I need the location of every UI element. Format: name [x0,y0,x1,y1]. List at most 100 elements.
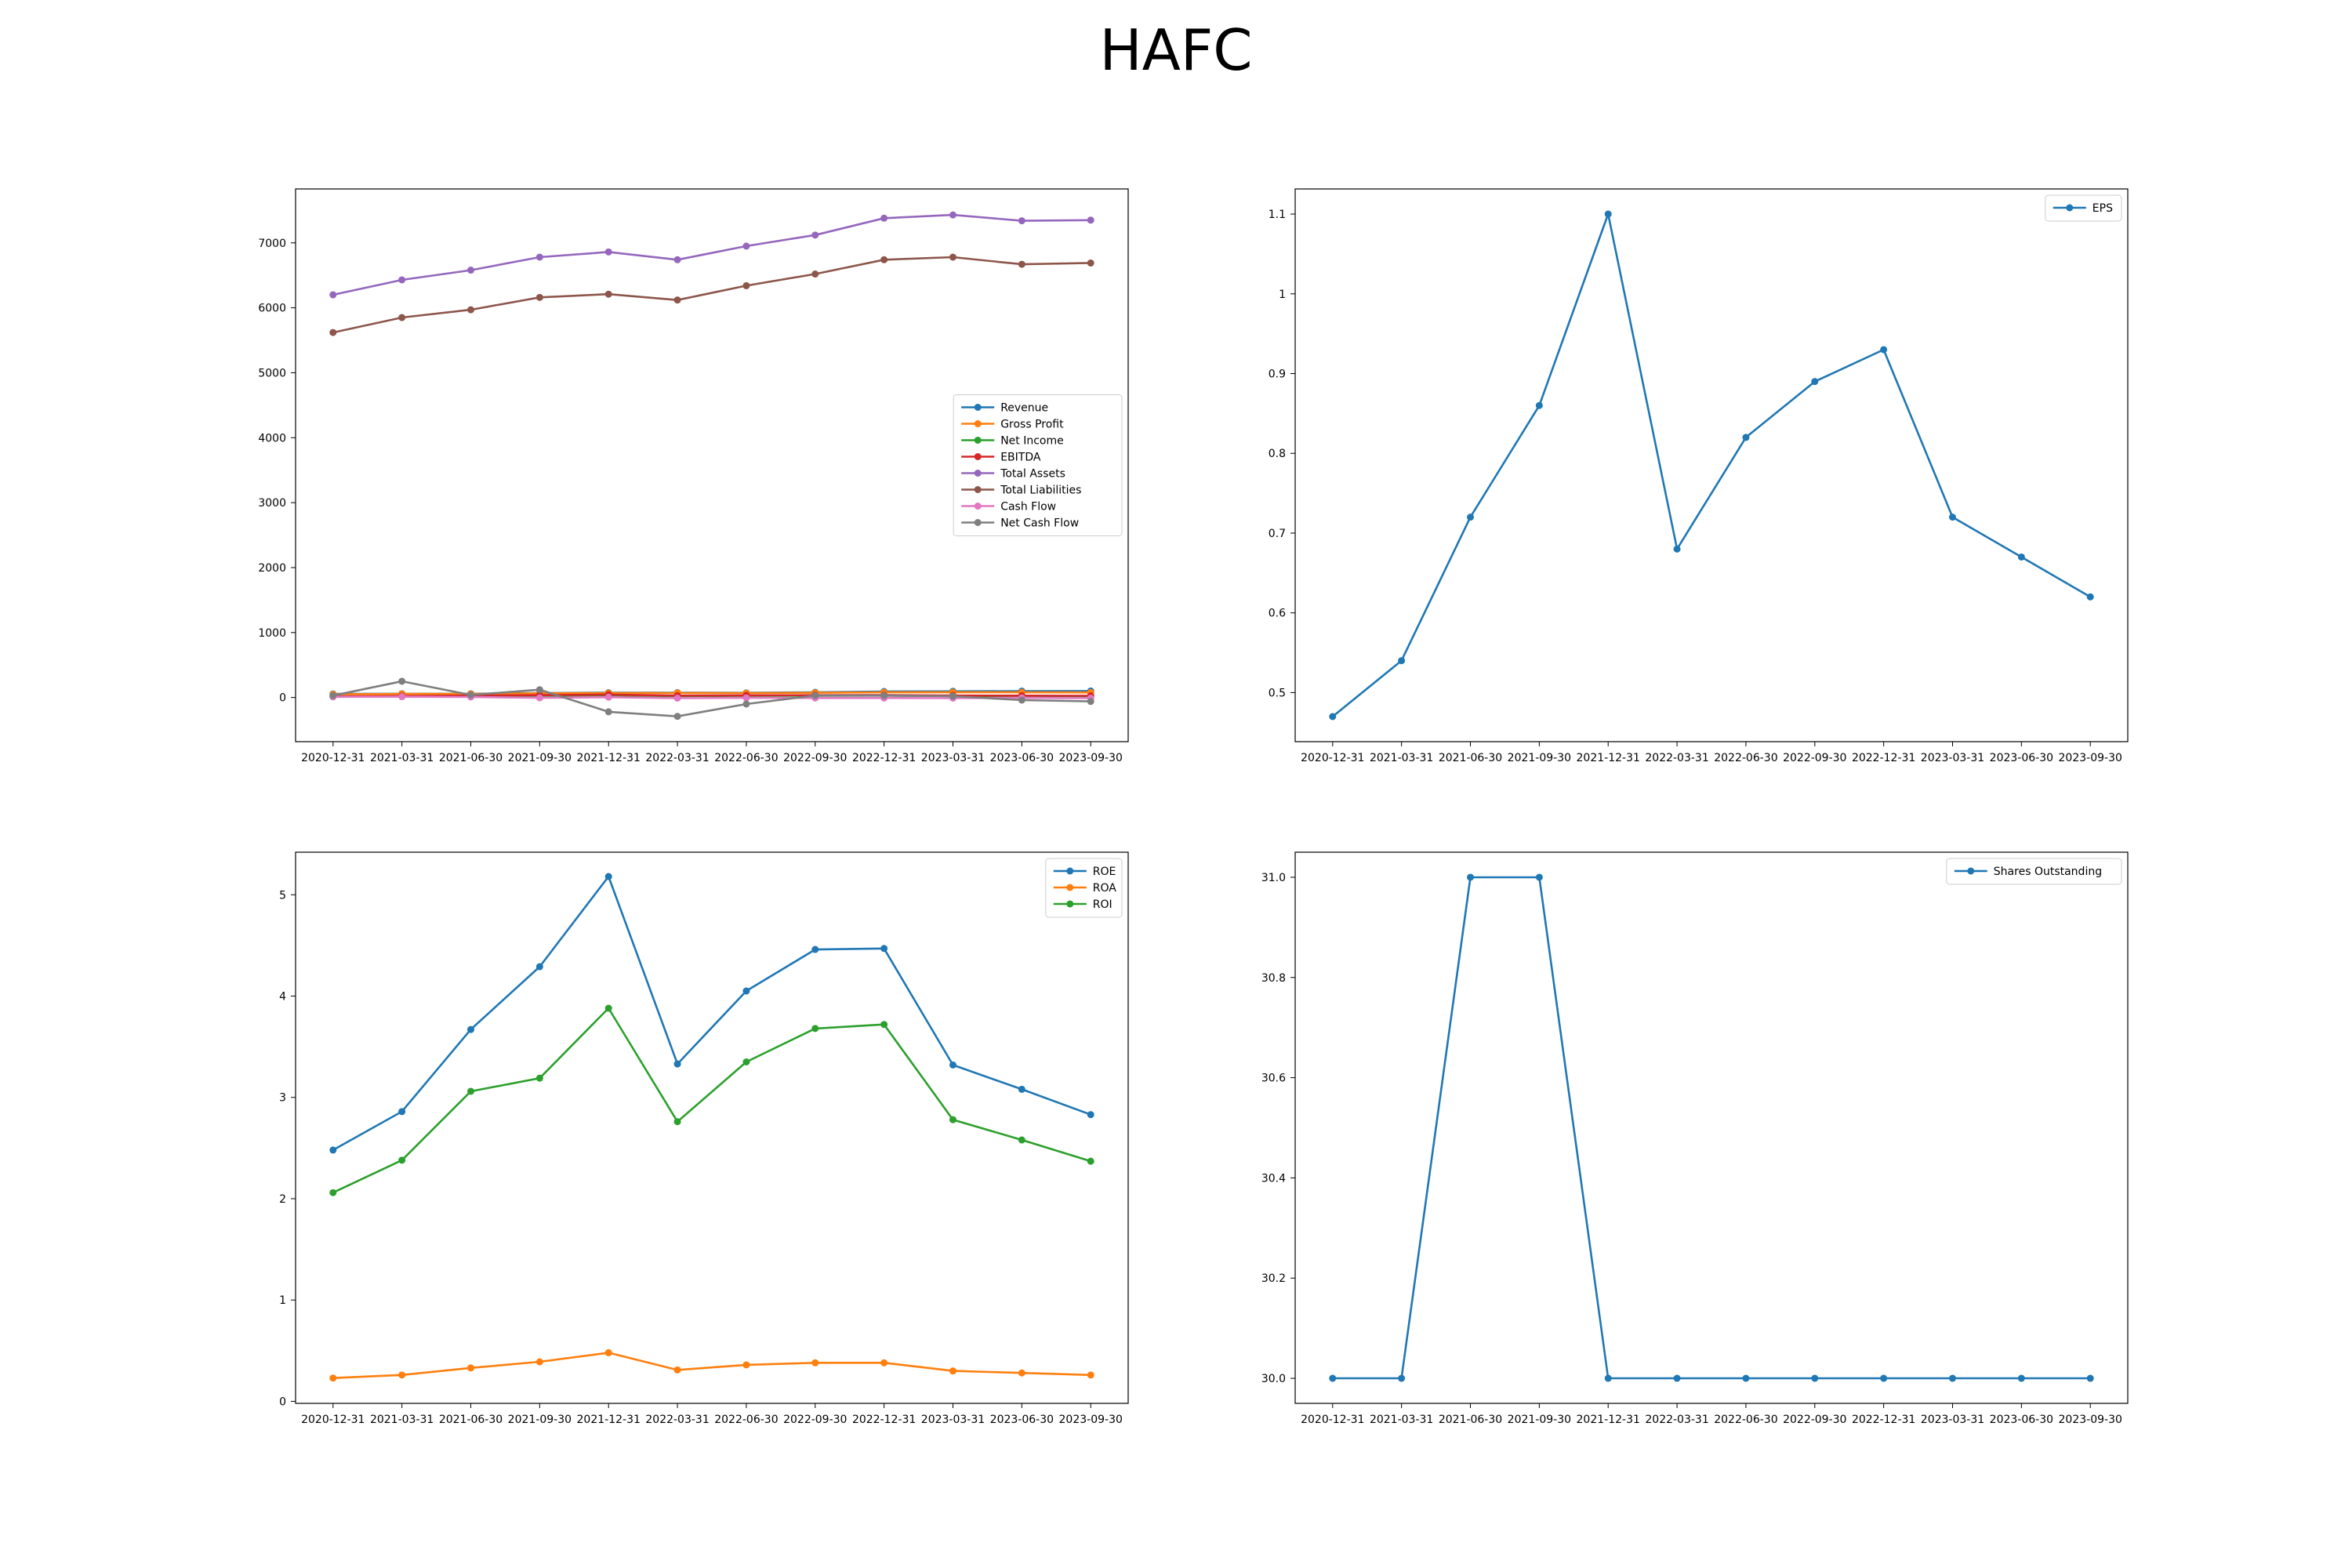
y-tick-label: 31.0 [1261,872,1286,884]
x-tick-label: 2022-12-31 [852,1414,916,1426]
x-tick-label: 2020-12-31 [301,752,365,764]
series-line-roe [332,875,1091,1152]
x-tick-label: 2022-12-31 [852,752,916,764]
x-tick-label: 2021-03-31 [370,752,434,764]
data-point-net-cash-flow [673,713,681,720]
data-point-shares-outstanding [1880,1374,1888,1382]
data-point-shares-outstanding [1604,1374,1612,1382]
x-tick-label: 2023-03-31 [1921,752,1984,764]
x-tick-label: 2021-12-31 [577,752,641,764]
legend-label-net-cash-flow: Net Cash Flow [1000,517,1079,530]
data-point-total-liabilities [811,270,819,278]
x-tick-label: 2022-09-30 [1783,752,1846,764]
data-point-net-cash-flow [535,686,543,694]
x-tick-label: 2022-06-30 [1714,1414,1777,1426]
legend-marker-cash-flow [974,503,982,510]
x-tick-label: 2022-03-31 [645,752,709,764]
data-point-eps [1398,657,1406,665]
data-point-shares-outstanding [1948,1374,1956,1382]
data-point-roe [949,1061,956,1069]
data-point-roe [535,963,543,971]
data-point-total-assets [811,231,819,239]
data-point-shares-outstanding [1329,1374,1337,1382]
legend-marker-gross-profit [974,420,982,427]
x-tick-label: 2021-03-31 [1370,1414,1433,1426]
y-tick-label: 0 [279,1396,286,1408]
x-tick-label: 2022-12-31 [1852,1414,1915,1426]
data-point-eps [1467,514,1475,521]
legend-marker-roi [1066,900,1074,908]
data-point-roa [742,1361,750,1369]
x-tick-label: 2022-06-30 [714,752,778,764]
x-tick-label: 2023-09-30 [1059,1414,1123,1426]
y-tick-label: 1000 [258,627,286,640]
y-tick-label: 2 [279,1193,286,1206]
data-point-eps [1880,346,1888,354]
legend-label-roe: ROE [1093,866,1116,878]
y-tick-label: 30.6 [1261,1073,1286,1085]
legend-marker-total-liabilities [974,486,982,493]
legend-label-eps: EPS [2092,202,2113,215]
data-point-total-liabilities [604,290,612,298]
x-tick-label: 2022-09-30 [783,752,847,764]
data-point-total-liabilities [949,253,956,261]
y-tick-label: 0.6 [1269,608,1286,620]
data-point-eps [1604,210,1612,218]
x-tick-label: 2022-06-30 [714,1414,778,1426]
x-tick-label: 2021-09-30 [508,752,572,764]
series-line-shares-outstanding [1332,876,2091,1380]
data-point-roi [949,1116,956,1123]
x-tick-label: 2023-09-30 [2059,752,2122,764]
x-tick-label: 2023-03-31 [921,752,985,764]
x-tick-label: 2020-12-31 [301,1414,365,1426]
legend-marker-ebitda [974,453,982,460]
data-point-roe [673,1060,681,1068]
legend-label-ebitda: EBITDA [1000,452,1041,464]
x-tick-label: 2021-06-30 [1439,752,1502,764]
chart-shares-outstanding: 30.0 30.2 30.4 30.6 30.8 31.0 2020-12-31 2021-0… [1261,851,2129,1426]
series-line-net-cash-flow [332,680,1091,718]
legend-marker-roa [1066,884,1074,891]
data-point-roa [467,1364,475,1372]
legend: Revenue Gross Profit Net Income EBITDA Total… [953,394,1123,536]
data-point-net-cash-flow [329,691,337,699]
data-point-cash-flow [742,694,750,702]
data-point-shares-outstanding [2086,1374,2094,1382]
chart-eps: 0.5 0.6 0.7 0.8 0.9 1 1.1 2020-12-31 2021-03-31 2… [1269,188,2129,764]
x-tick-label: 2021-12-31 [1577,752,1640,764]
data-point-roi [329,1189,337,1196]
data-point-roa [811,1359,819,1367]
y-tick-label: 30.0 [1261,1373,1286,1385]
data-point-total-assets [949,211,956,219]
data-point-total-liabilities [1018,260,1025,268]
data-point-roi [604,1004,612,1012]
data-point-roe [880,945,888,953]
x-tick-label: 2022-03-31 [1645,1414,1708,1426]
data-point-roa [535,1358,543,1366]
x-tick-label: 2021-03-31 [1370,752,1433,764]
series-line-eps [1331,212,2091,718]
data-point-net-cash-flow [398,677,406,685]
data-point-total-assets [398,276,406,284]
data-point-eps [1811,378,1819,386]
figure-title: HAFC [1099,17,1253,83]
data-point-shares-outstanding [1811,1374,1819,1382]
data-point-shares-outstanding [2017,1374,2025,1382]
legend-label-total-liabilities: Total Liabilities [1000,485,1081,497]
y-tick-label: 1 [279,1294,286,1307]
y-tick-label: 3 [279,1092,286,1105]
y-tick-label: 5 [279,889,286,902]
data-point-roe [742,987,750,995]
legend-marker-eps [2066,204,2074,212]
y-tick-label: 7000 [258,238,286,250]
data-point-shares-outstanding [1742,1374,1750,1382]
data-point-roi [535,1074,543,1082]
legend-marker-shares-outstanding [1967,867,1975,875]
x-tick-label: 2023-09-30 [2059,1414,2122,1426]
axes-frame [295,851,1129,1404]
data-point-eps [1742,434,1750,441]
data-point-roe [811,946,819,953]
data-point-eps [2017,553,2025,561]
data-point-roi [742,1058,750,1066]
y-tick-label: 4 [279,991,286,1004]
